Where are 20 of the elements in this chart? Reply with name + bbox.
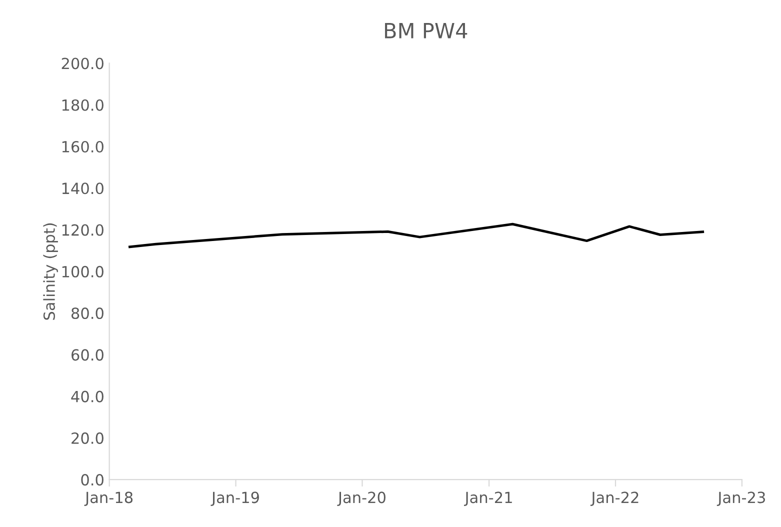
x-tick-label: Jan-22 bbox=[590, 492, 638, 506]
x-tick-label: Jan-18 bbox=[84, 492, 133, 506]
y-tick-label: 40.0 bbox=[71, 390, 104, 402]
y-tick-label: 140.0 bbox=[62, 182, 104, 194]
y-tick-label: 100.0 bbox=[62, 266, 104, 278]
chart-title: BM PW4 bbox=[385, 23, 468, 38]
y-tick-label: 60.0 bbox=[72, 349, 104, 361]
y-tick-label: 120.0 bbox=[62, 224, 104, 236]
y-tick-label: 200.0 bbox=[62, 58, 104, 70]
y-tick-label: 180.0 bbox=[62, 99, 104, 111]
x-tick-label: Jan-21 bbox=[464, 492, 512, 506]
y-axis-title: Salinity (ppt) bbox=[43, 223, 58, 320]
line-series bbox=[128, 222, 704, 248]
x-tick-label: Jan-19 bbox=[210, 492, 259, 506]
y-tick-label: 80.0 bbox=[72, 308, 104, 320]
x-tick-label: Jan-23 bbox=[716, 492, 765, 506]
y-tick-label: 0.0 bbox=[81, 474, 104, 486]
x-tick-label: Jan-20 bbox=[337, 492, 386, 506]
y-tick-label: 160.0 bbox=[62, 140, 104, 153]
y-tick-label: 20.0 bbox=[72, 432, 104, 444]
